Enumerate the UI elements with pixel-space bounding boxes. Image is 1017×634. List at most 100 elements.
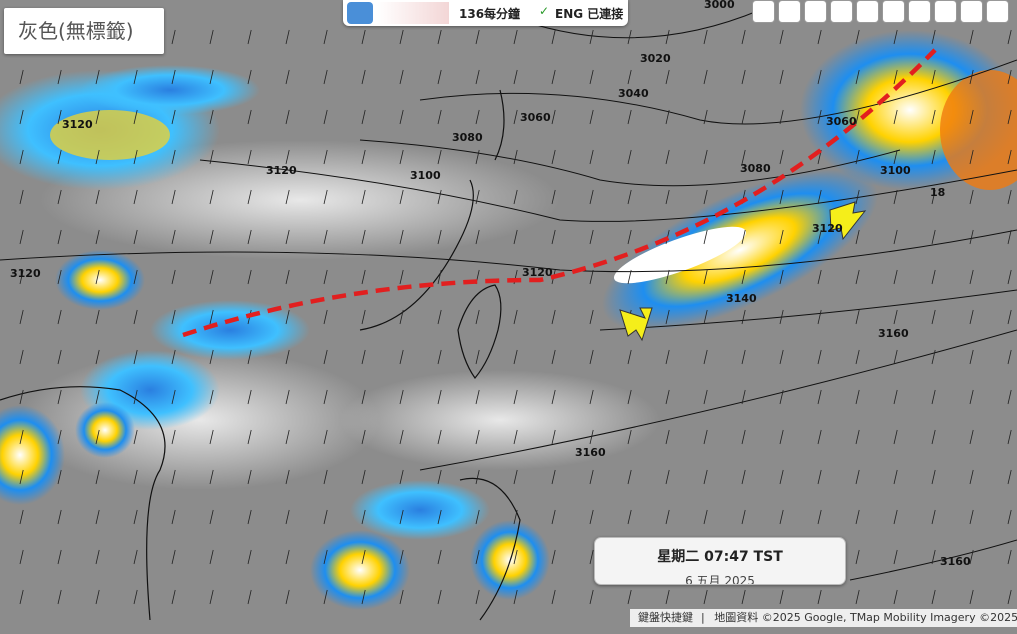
wind-barb [703,429,708,445]
wind-barb [513,429,518,445]
wind-barb [817,349,822,365]
wind-barb [437,349,442,365]
tool-button[interactable] [830,0,853,23]
tool-button[interactable] [856,0,879,23]
wind-barb [247,109,252,125]
lightning-icon[interactable] [347,2,373,24]
wind-barb [589,229,594,245]
wind-barb [171,509,176,525]
wind-barb [285,149,290,165]
wind-barb [361,229,366,245]
wind-barb [969,429,974,445]
wind-barb [1007,69,1012,85]
shortcuts-link[interactable]: 鍵盤快捷鍵 [638,611,693,624]
wind-barb [969,69,974,85]
tool-button[interactable] [804,0,827,23]
wind-barb [551,29,556,45]
wind-barb [19,549,24,565]
map-style-button[interactable]: 灰色(無標籤) [4,8,164,54]
wind-barb [665,509,670,525]
wind-barb [665,309,670,325]
wind-barb [931,429,936,445]
wind-barb [95,509,100,525]
footer: 鍵盤快捷鍵 | 地圖資料 ©2025 Google, TMap Mobility … [630,609,1017,627]
wind-barb [665,29,670,45]
wind-barb [399,469,404,485]
wind-barb [19,349,24,365]
wind-barb [1007,189,1012,205]
wind-barb [551,589,556,605]
wind-barb [931,149,936,165]
wind-barb [361,429,366,445]
wind-barb [1007,549,1012,565]
wind-barb [209,69,214,85]
wind-barb [399,29,404,45]
wind-barb [817,69,822,85]
wind-barb [551,389,556,405]
wind-barb [893,429,898,445]
wind-barb [703,349,708,365]
wind-barb [741,429,746,445]
wind-barb [19,469,24,485]
wind-barb [855,229,860,245]
wind-barb [551,309,556,325]
wind-barb [57,109,62,125]
tool-button[interactable] [986,0,1009,23]
wind-barb [665,389,670,405]
wind-barb [171,109,176,125]
contour-label: 3000 [704,0,735,11]
wind-barb [893,309,898,325]
tool-button[interactable] [778,0,801,23]
wind-barb [285,589,290,605]
wind-barb [95,349,100,365]
wind-barb [399,109,404,125]
wind-barb [893,469,898,485]
wind-barb [209,29,214,45]
wind-barb [665,189,670,205]
contour-label: 3060 [826,115,857,128]
wind-barb [513,469,518,485]
wind-barb [589,509,594,525]
wind-barb [931,549,936,565]
wind-barb [513,389,518,405]
wind-barb [817,389,822,405]
wind-barb [969,469,974,485]
wind-barb [399,389,404,405]
contours [0,9,1017,581]
wind-barb [171,549,176,565]
wind-barb [741,229,746,245]
wind-barb [133,229,138,245]
wind-barb [627,509,632,525]
wind-barb [247,429,252,445]
wind-barb [399,549,404,565]
wind-barb [931,69,936,85]
wind-barb [931,589,936,605]
wind-barb [19,229,24,245]
wind-barb [513,189,518,205]
tool-button[interactable] [934,0,957,23]
wind-barb [171,309,176,325]
wind-barbs [19,29,1012,605]
wind-barb [893,189,898,205]
arrow [619,307,653,342]
tool-button[interactable] [908,0,931,23]
contour-label: 3080 [740,162,771,175]
contour-label: 3040 [618,87,649,100]
wind-barb [171,589,176,605]
wind-barb [399,269,404,285]
wind-barb [627,269,632,285]
wind-barb [665,269,670,285]
tool-button[interactable] [752,0,775,23]
rate: 136每分鐘 [459,7,521,21]
tool-button[interactable] [960,0,983,23]
tool-button[interactable] [882,0,905,23]
wind-barb [209,109,214,125]
wind-barb [475,429,480,445]
wind-barb [779,29,784,45]
wind-barb [627,189,632,205]
wind-barb [171,389,176,405]
wind-barb [95,549,100,565]
wind-barb [361,149,366,165]
wind-barb [361,469,366,485]
wind-barb [323,349,328,365]
